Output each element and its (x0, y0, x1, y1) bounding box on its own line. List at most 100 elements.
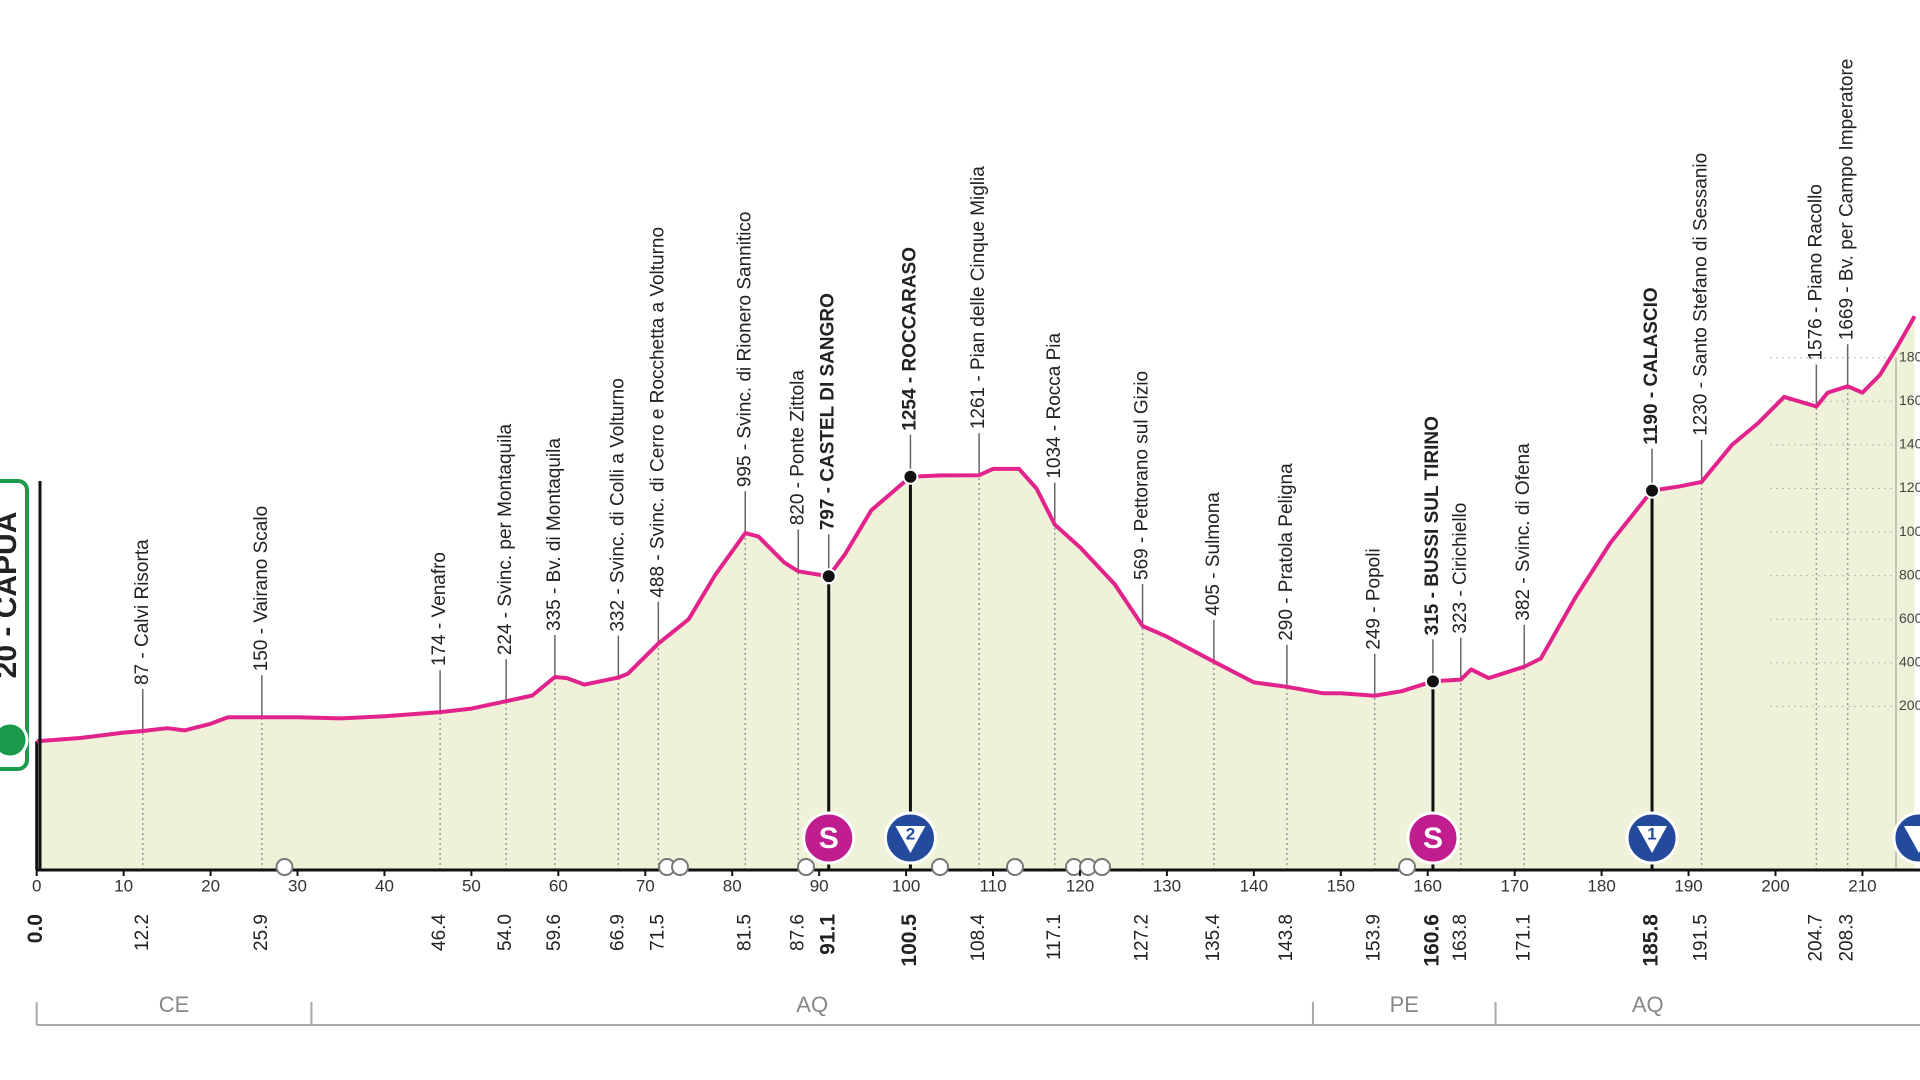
x-tick-label: 160 (1414, 876, 1442, 895)
waypoint-km: 208.3 (1837, 914, 1858, 962)
waypoint-dot (902, 468, 919, 485)
y-tick-label: 600 (1899, 610, 1920, 626)
waypoint-label: 323 - Cirichiello (1450, 503, 1471, 634)
icon (1093, 858, 1111, 876)
x-tick-label: 90 (810, 876, 829, 895)
waypoint-km: 143.8 (1276, 914, 1297, 962)
icon (1398, 858, 1416, 876)
waypoint-label: 1669 - Bv. per Campo Imperatore (1837, 59, 1858, 341)
x-tick-label: 50 (462, 876, 481, 895)
waypoint-label: 1576 - Piano Racollo (1805, 184, 1826, 360)
waypoint-label: 174 - Venafro (429, 552, 450, 666)
region-label: PE (1390, 992, 1419, 1017)
icon (931, 858, 949, 876)
waypoint-label: 315 - BUSSI SUL TIRINO (1422, 416, 1443, 635)
x-tick-label: 190 (1674, 876, 1702, 895)
waypoint-label: 1254 - ROCCARASO (899, 247, 920, 431)
x-tick-label: 20 (201, 876, 220, 895)
sprint-marker (1406, 811, 1460, 865)
kom-label: 2 (906, 824, 915, 843)
x-tick-label: 130 (1153, 876, 1181, 895)
y-tick-label: 1200 (1899, 479, 1920, 495)
sprint-label: S (819, 822, 839, 855)
icon (797, 858, 815, 876)
waypoint-km: 87.6 (787, 914, 808, 951)
waypoint-km: 12.2 (132, 914, 153, 951)
waypoint-km: 54.0 (495, 914, 516, 951)
sprint-label: S (1423, 822, 1443, 855)
profile-fill (36, 316, 1915, 870)
waypoint-label: 995 - Svinc. di Rionero Sannitico (734, 211, 755, 487)
waypoint-label: 335 - Bv. di Montaquila (544, 438, 565, 631)
kom-marker (1892, 811, 1920, 865)
waypoint-dot (1644, 482, 1661, 499)
waypoint-label: 1190 - CALASCIO (1641, 287, 1662, 444)
x-tick-label: 210 (1848, 876, 1876, 895)
top-layer: 2004006008001000120014001600180001020304… (24, 59, 1920, 1026)
x-tick-label: 0 (32, 876, 41, 895)
start-label: 20 - CAPUA (0, 512, 23, 679)
waypoint-km: 117.1 (1044, 914, 1065, 960)
sprint-marker (802, 811, 856, 865)
waypoint-km: 185.8 (1640, 914, 1663, 967)
kom-triangle (895, 826, 926, 853)
x-tick-label: 170 (1500, 876, 1528, 895)
waypoint-label: 1261 - Pian delle Cinque Miglia (968, 166, 989, 429)
x-tick-label: 150 (1327, 876, 1355, 895)
waypoint-km: 59.6 (544, 914, 565, 951)
y-tick-label: 1400 (1899, 436, 1920, 452)
region-label: AQ (1632, 992, 1664, 1017)
waypoint-km: 81.5 (734, 914, 755, 951)
x-tick-label: 10 (114, 876, 133, 895)
waypoint-km: 127.2 (1132, 914, 1153, 962)
x-tick-label: 120 (1066, 876, 1094, 895)
start-icon (0, 721, 29, 759)
x-tick-label: 110 (979, 876, 1006, 895)
y-tick-label: 800 (1899, 566, 1920, 582)
icon (1006, 858, 1024, 876)
waypoint-km: 71.5 (647, 914, 668, 951)
waypoint-lines (35, 344, 1849, 870)
waypoint-label: 488 - Svinc. di Cerro e Rocchetta a Volt… (647, 227, 668, 598)
x-tick-label: 40 (375, 876, 394, 895)
tunnel-icons (275, 858, 1416, 876)
y-tick-label: 1000 (1899, 523, 1920, 539)
icon (671, 858, 689, 876)
region-label: CE (159, 992, 190, 1017)
x-tick-label: 60 (549, 876, 568, 895)
kom-label: 1 (1647, 824, 1656, 843)
y-tick-label: 400 (1899, 654, 1920, 670)
profile-line (36, 315, 1917, 744)
x-tick-label: 140 (1240, 876, 1268, 895)
kom-triangle (1903, 826, 1920, 853)
region-label: AQ (796, 992, 828, 1017)
waypoint-label: 1230 - Santo Stefano di Sessanio (1691, 153, 1712, 436)
waypoint-km: 100.5 (898, 914, 921, 967)
waypoint-km: 163.8 (1450, 914, 1471, 962)
waypoint-label: 290 - Pratola Peligna (1276, 463, 1297, 641)
x-tick-label: 100 (892, 876, 920, 895)
waypoint-km: 91.1 (816, 914, 839, 955)
waypoint-km: 25.9 (251, 914, 272, 951)
waypoint-km: 204.7 (1805, 914, 1826, 962)
x-tick-label: 70 (636, 876, 655, 895)
waypoint-km: 0.0 (24, 914, 47, 943)
waypoint-label: 382 - Svinc. di Ofena (1513, 443, 1534, 621)
waypoint-km: 135.4 (1203, 914, 1224, 962)
waypoint-label: 87 - Calvi Risorta (132, 539, 153, 685)
waypoint-label: 332 - Svinc. di Colli a Volturno (607, 378, 628, 631)
waypoint-label: 569 - Pettorano sul Gizio (1132, 371, 1153, 580)
waypoint-label: 1034 - Rocca Pia (1044, 332, 1065, 478)
waypoint-km: 153.9 (1364, 914, 1385, 962)
waypoint-label: 224 - Svinc. per Montaquila (495, 423, 516, 655)
waypoint-km: 46.4 (429, 914, 450, 951)
y-tick-label: 1600 (1899, 392, 1920, 408)
waypoint-label: 797 - CASTEL DI SANGRO (818, 293, 839, 530)
waypoint-dot (820, 568, 837, 585)
fill-layer (36, 316, 1915, 870)
waypoint-km: 160.6 (1421, 914, 1444, 967)
start-box (0, 479, 29, 771)
x-tick-label: 30 (288, 876, 307, 895)
